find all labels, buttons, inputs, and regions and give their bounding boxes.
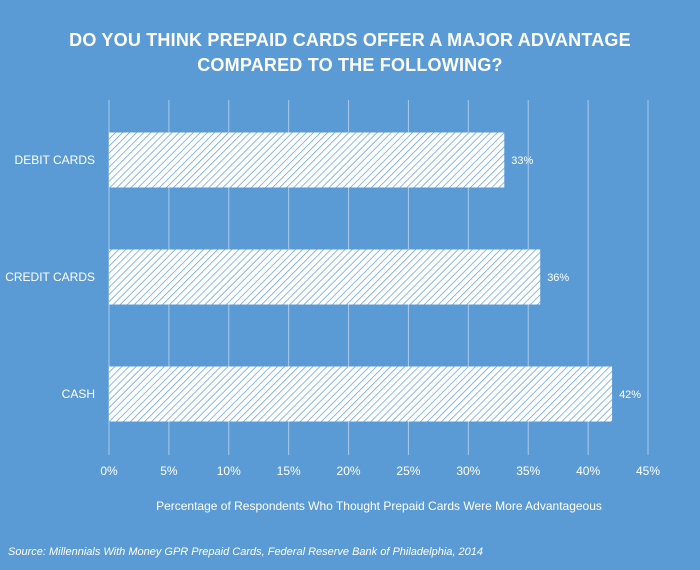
category-label: CREDIT CARDS: [5, 270, 95, 284]
chart-title-line-1: DO YOU THINK PREPAID CARDS OFFER A MAJOR…: [69, 30, 631, 50]
category-label: DEBIT CARDS: [15, 153, 95, 167]
x-tick-label: 0%: [100, 464, 118, 478]
x-tick-label: 5%: [160, 464, 178, 478]
x-tick-label: 30%: [456, 464, 480, 478]
category-label: CASH: [62, 387, 95, 401]
source-note: Source: Millennials With Money GPR Prepa…: [8, 546, 483, 558]
x-tick-label: 20%: [337, 464, 361, 478]
data-label: 33%: [511, 155, 533, 167]
bar: [109, 366, 613, 422]
labels: 0% 5% 10% 15% 20% 25% 30% 35% 40% 45% DEBIT CARDS 3…: [5, 153, 660, 478]
chart-title-line-2: COMPARED TO THE FOLLOWING?: [197, 55, 503, 75]
bars: [109, 132, 613, 422]
x-tick-label: 10%: [217, 464, 241, 478]
x-tick-label: 35%: [516, 464, 540, 478]
chart-title: DO YOU THINK PREPAID CARDS OFFER A MAJOR…: [0, 28, 700, 78]
x-axis-title: Percentage of Respondents Who Thought Pr…: [156, 499, 602, 513]
x-tick-label: 45%: [636, 464, 660, 478]
x-tick-label: 40%: [576, 464, 600, 478]
data-label: 36%: [547, 272, 569, 284]
data-label: 42%: [619, 389, 641, 401]
bar: [109, 132, 505, 188]
x-tick-label: 25%: [396, 464, 420, 478]
x-tick-label: 15%: [277, 464, 301, 478]
bar: [109, 249, 541, 305]
